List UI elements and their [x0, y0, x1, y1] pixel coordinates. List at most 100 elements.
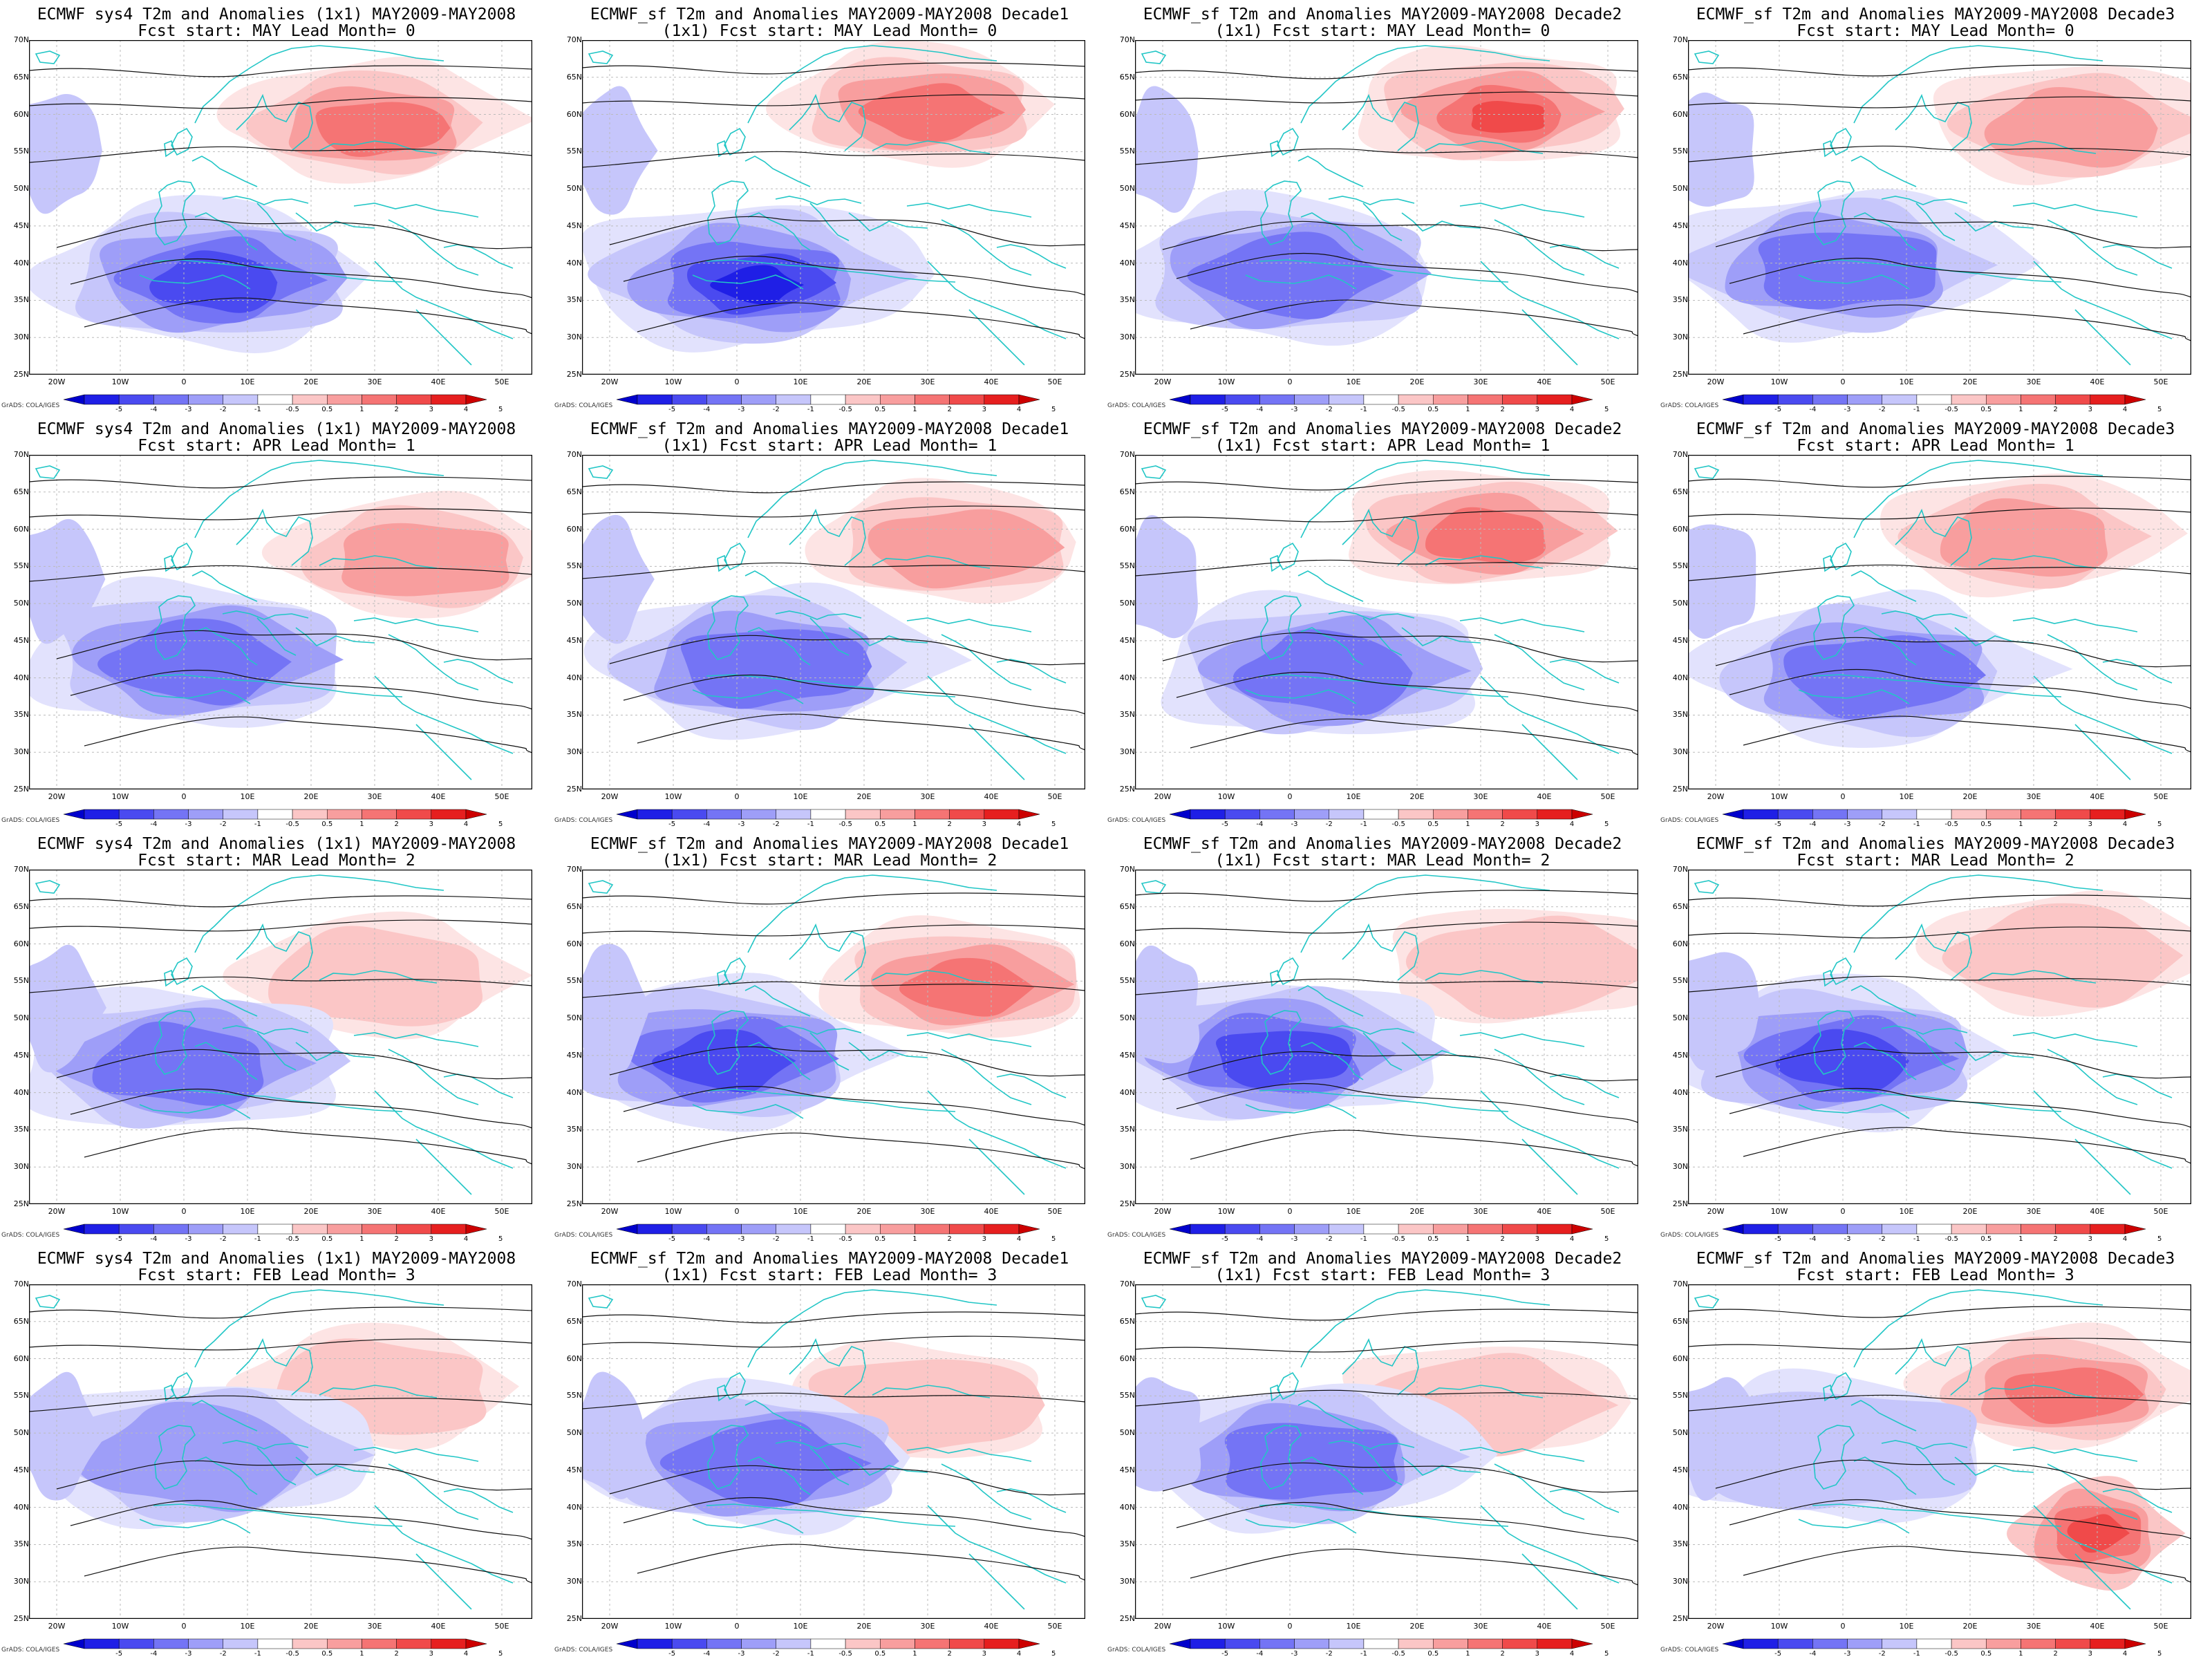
lat-label: 70N	[1119, 865, 1135, 874]
isotherm-line	[582, 505, 1085, 518]
coastline	[1277, 957, 1299, 986]
lat-label: 60N	[1119, 109, 1135, 119]
colorbar-segment	[1190, 1638, 1226, 1649]
coastline	[154, 1010, 196, 1075]
colorbar-segment	[223, 1224, 259, 1235]
coastline	[747, 1456, 811, 1495]
colorbar-segment	[1777, 809, 1813, 820]
isotherm-line	[582, 562, 1085, 579]
coastline	[1141, 880, 1167, 894]
coastline	[692, 1519, 804, 1534]
colorbar-tick-label: -3	[738, 406, 745, 413]
coastline	[1978, 970, 2097, 984]
colorbar-segment	[1986, 1638, 2021, 1649]
coastline	[848, 212, 928, 232]
colorbar-segment	[776, 1638, 812, 1649]
coastline	[1954, 1042, 2034, 1061]
coastline	[1245, 1519, 1357, 1534]
lat-label: 60N	[1119, 939, 1135, 948]
coastline	[1549, 1074, 1620, 1098]
coastline	[319, 555, 438, 569]
colorbar-tick-label: 4	[463, 821, 469, 828]
anomaly-map-svg	[29, 870, 532, 1204]
isotherm-line	[1162, 1051, 1638, 1082]
colorbar-segment	[2055, 1224, 2091, 1235]
colorbar	[64, 1638, 487, 1649]
lat-label: 55N	[566, 561, 582, 571]
colorbar-tick-label: 3	[1535, 1650, 1539, 1658]
isotherm-line	[582, 981, 1085, 998]
coastline	[353, 1447, 479, 1462]
coastline	[1521, 1553, 1578, 1610]
lon-label: 40E	[1537, 792, 1552, 801]
isotherm-line	[1729, 257, 2191, 298]
warm-anomaly-area	[2004, 1367, 2144, 1424]
isotherm-line	[84, 297, 532, 335]
coastline	[388, 1049, 479, 1105]
colorbar-segment	[223, 809, 259, 820]
colorbar	[1723, 1638, 2146, 1649]
coastline	[1830, 542, 1852, 571]
colorbar-credit: GrADS: COLA/IGES	[1660, 817, 1719, 824]
anomaly-map-svg	[29, 1284, 532, 1619]
colorbar-tick-label: 1	[2018, 1650, 2023, 1658]
coastline	[1425, 970, 1544, 984]
colorbar-segment	[637, 394, 673, 405]
anomaly-map-svg	[582, 455, 1085, 789]
colorbar-segment	[257, 1638, 293, 1649]
coastline	[1260, 180, 1302, 245]
isotherm-line	[29, 895, 532, 908]
colorbar-segment	[1723, 1638, 1744, 1649]
cold-anomaly-area	[582, 944, 650, 1073]
lat-label: 50N	[1119, 1428, 1135, 1438]
colorbar-segment	[327, 1224, 362, 1235]
coastline	[1954, 212, 2034, 232]
colorbar-tick-label: -5	[1221, 821, 1229, 828]
coastline	[809, 1032, 850, 1071]
lon-label: 0	[1287, 1622, 1293, 1631]
coastline	[1277, 542, 1299, 571]
isotherm-line	[1715, 1459, 2191, 1490]
colorbar-credit: GrADS: COLA/IGES	[554, 402, 613, 409]
isotherm-line	[1135, 67, 1638, 79]
coastline	[1850, 985, 1917, 1017]
colorbar-tick-label: 1	[2018, 821, 2023, 828]
coastline	[1425, 1385, 1544, 1398]
colorbar-segment	[984, 394, 1020, 405]
coastline	[2074, 1138, 2131, 1195]
colorbar-segment	[465, 1638, 487, 1649]
map-panel: ECMWF sys4 T2m and Anomalies (1x1) MAY20…	[0, 415, 553, 830]
lon-label: 10W	[664, 792, 682, 801]
lat-label: 70N	[13, 35, 29, 44]
colorbar-segment	[431, 1638, 467, 1649]
lat-label: 25N	[1119, 1199, 1135, 1208]
colorbar-segment	[118, 1638, 154, 1649]
colorbar-segment	[1433, 1224, 1468, 1235]
colorbar-segment	[671, 809, 707, 820]
coastline	[1694, 465, 1720, 479]
isotherm-line	[582, 1335, 1085, 1348]
coastline	[1978, 555, 2097, 569]
lon-label: 0	[181, 792, 187, 801]
coastline	[256, 1447, 297, 1485]
colorbar-segment	[1777, 394, 1813, 405]
lat-label: 65N	[566, 1316, 582, 1326]
lat-label: 55N	[13, 561, 29, 571]
colorbar-tick-label: 4	[1016, 1650, 1022, 1658]
lat-label: 50N	[13, 1428, 29, 1438]
colorbar-segment	[1468, 1638, 1503, 1649]
lat-label: 40N	[13, 1087, 29, 1097]
isotherm-line	[1190, 1548, 1638, 1586]
lat-label: 35N	[1119, 295, 1135, 305]
colorbar-tick-label: 5	[498, 406, 503, 413]
colorbar-tick-label: 0.5	[1427, 406, 1439, 413]
colorbar-segment	[845, 1638, 881, 1649]
coastline	[1494, 634, 1585, 691]
colorbar-segment	[188, 809, 223, 820]
panel-title: ECMWF_sf T2m and Anomalies MAY2009-MAY20…	[1143, 420, 1622, 438]
coastline	[1694, 50, 1720, 64]
colorbar	[64, 809, 487, 820]
coastline	[1694, 1295, 1720, 1309]
coastline	[1798, 274, 1910, 290]
colorbar	[64, 1224, 487, 1235]
